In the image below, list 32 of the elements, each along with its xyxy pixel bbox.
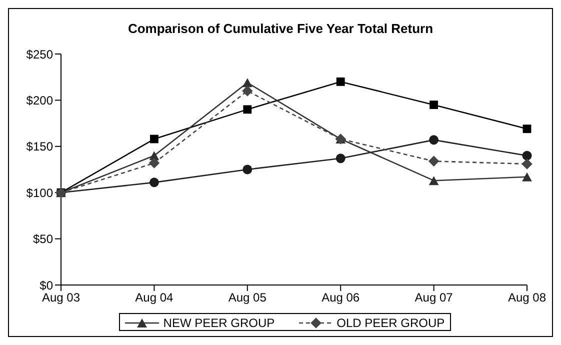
x-tick-label: Aug 03 <box>42 290 80 305</box>
point <box>242 78 252 88</box>
y-tick-label: $50 <box>32 232 54 246</box>
y-tick-label: $100 <box>26 186 54 200</box>
x-tick-label: Aug 07 <box>414 290 454 305</box>
legend-label: OLD PEER GROUP <box>336 316 445 330</box>
x-tick-label: Aug 05 <box>228 290 267 305</box>
x-tick-label: Aug 08 <box>508 290 546 305</box>
point <box>428 156 440 167</box>
y-tick-label: $200 <box>26 93 54 108</box>
point <box>243 105 252 114</box>
point <box>522 172 532 182</box>
point <box>148 158 160 168</box>
x-tick-label: Aug 04 <box>135 290 174 305</box>
x-tick-label: Aug 06 <box>322 290 360 305</box>
point <box>336 78 345 86</box>
point <box>242 164 252 174</box>
point <box>428 176 439 186</box>
y-tick-label: $250 <box>26 47 54 62</box>
legend-label: NEW PEER GROUP <box>163 316 275 330</box>
point <box>429 135 439 145</box>
point <box>150 134 158 144</box>
chart-title: Comparison of Cumulative Five Year Total Return <box>126 21 434 36</box>
point <box>149 178 159 188</box>
point <box>242 86 253 96</box>
point <box>336 154 346 164</box>
y-tick-label: $0 <box>40 278 54 292</box>
y-tick-label: $150 <box>26 140 54 154</box>
point <box>522 158 532 170</box>
point <box>522 150 532 160</box>
point <box>522 124 532 134</box>
point <box>430 100 438 110</box>
